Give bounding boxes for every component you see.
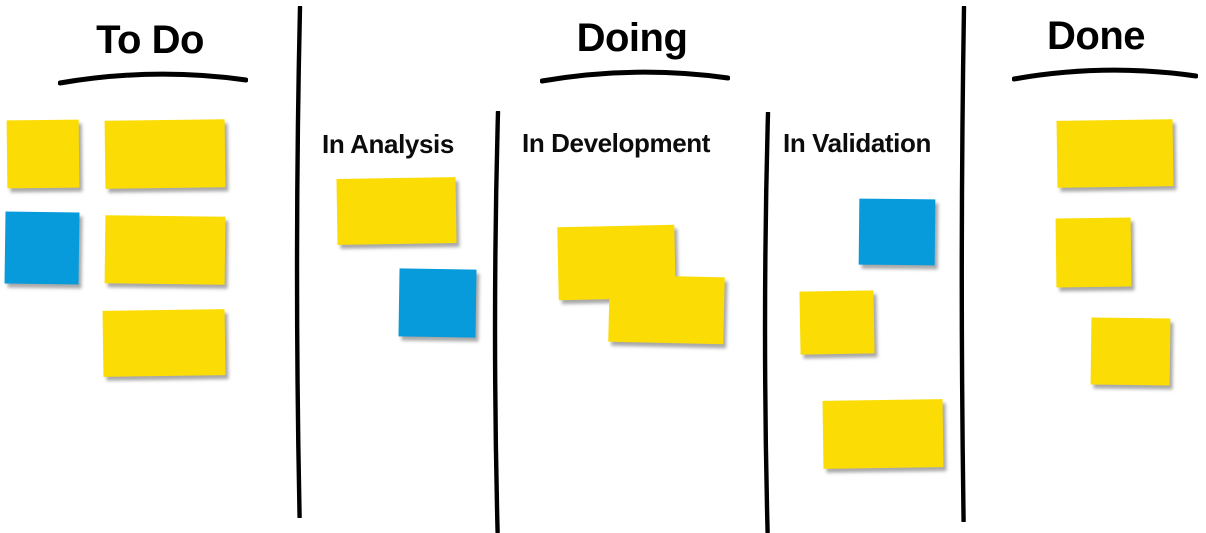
sticky-note[interactable] [822,399,944,469]
phase-title-todo: To Do [96,18,204,62]
sticky-note[interactable] [1055,217,1132,288]
sticky-note[interactable] [4,211,80,285]
sticky-note[interactable] [102,309,226,377]
sticky-note[interactable] [336,177,457,245]
phase-title-doing: Doing [576,16,688,60]
sticky-note[interactable] [858,198,936,266]
sticky-note[interactable] [608,274,725,345]
lane-title-in-development: In Development [522,128,710,158]
lane-title-in-analysis: In Analysis [322,129,454,159]
underline-arc-todo [58,71,248,86]
sticky-note[interactable] [799,290,875,355]
divider-4 [959,6,967,522]
underline-arc-doing [540,69,730,84]
divider-3 [762,112,771,533]
sticky-note[interactable] [104,215,226,285]
sticky-note[interactable] [6,119,80,189]
sticky-note[interactable] [398,268,477,338]
sticky-note[interactable] [104,119,226,189]
sticky-note[interactable] [1090,317,1171,386]
phase-title-done: Done [1047,14,1146,58]
divider-2 [492,111,501,533]
sticky-note[interactable] [1056,119,1174,188]
lane-title-in-validation: In Validation [783,128,931,158]
divider-1 [294,6,303,518]
underline-arc-done [1012,67,1198,82]
